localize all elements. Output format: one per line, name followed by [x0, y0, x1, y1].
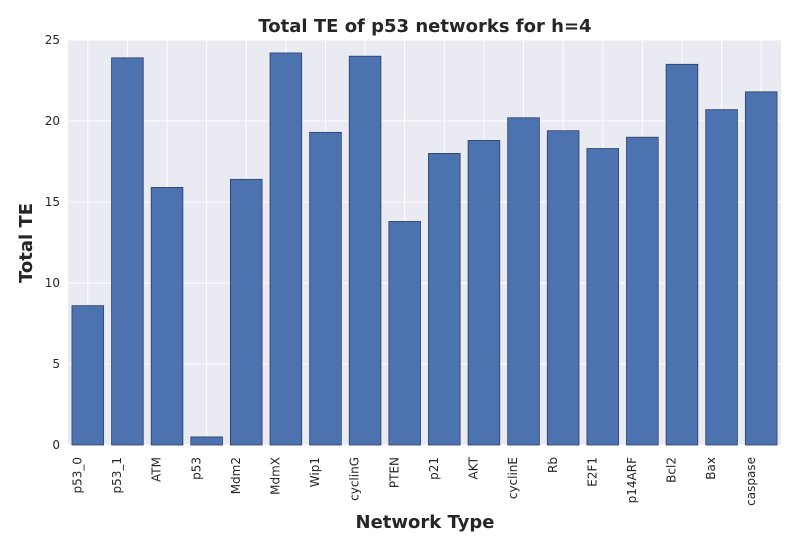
x-tick-label: Bax	[704, 457, 718, 480]
x-tick-label: p14ARF	[625, 457, 639, 503]
bar-p21	[428, 152, 461, 446]
x-tick-label: Mdm2	[229, 457, 243, 494]
bar-Wip1	[309, 131, 342, 446]
bar-MdmX	[269, 52, 303, 446]
x-tick-label: p53_1	[110, 457, 124, 494]
bar-Bcl2	[665, 63, 699, 446]
bar-caspase	[744, 91, 778, 446]
bar-p14ARF	[626, 136, 659, 446]
x-tick-label: AKT	[467, 456, 481, 479]
bar-ATM	[150, 187, 184, 446]
bar-p53	[190, 436, 223, 446]
x-tick-label: Rb	[546, 457, 560, 473]
x-tick-label: Wip1	[308, 457, 322, 487]
x-tick-label: p21	[427, 457, 441, 480]
bar-Bax	[705, 109, 738, 446]
bar-Mdm2	[230, 178, 263, 446]
bar-E2F1	[586, 148, 619, 446]
bar-cyclinE	[507, 117, 540, 446]
x-ticks: p53_0 p53_1 ATM p53 Mdm2 MdmX Wip1 cyclinG PTEN p…	[70, 456, 757, 505]
y-tick-label: 10	[45, 276, 60, 290]
y-axis-label: Total TE	[16, 203, 37, 283]
x-tick-label: Bcl2	[665, 457, 679, 483]
x-tick-label: caspase	[744, 457, 758, 506]
bar-PTEN	[388, 221, 421, 446]
bar-cyclinG	[348, 55, 382, 446]
x-tick-label: ATM	[150, 457, 164, 482]
y-tick-label: 15	[45, 195, 60, 209]
y-tick-label: 20	[45, 114, 60, 128]
x-tick-label: p53	[189, 457, 203, 480]
x-tick-label: MdmX	[269, 457, 283, 495]
y-tick-label: 0	[52, 438, 60, 452]
bar-AKT	[467, 140, 501, 446]
bar-p53_1	[111, 57, 144, 446]
plot-background	[68, 40, 781, 445]
x-tick-label: E2F1	[585, 457, 599, 487]
y-tick-label: 25	[45, 33, 60, 47]
x-axis-label: Network Type	[356, 512, 495, 533]
x-tick-label: cyclinG	[348, 457, 362, 501]
bar-Rb	[546, 130, 580, 446]
x-tick-label: p53_0	[70, 457, 84, 494]
chart-title: Total TE of p53 networks for h=4	[258, 16, 591, 37]
bar-p53_0	[71, 305, 105, 446]
x-tick-label: PTEN	[387, 457, 401, 488]
y-ticks: 0 5 10 15 20 25	[45, 33, 60, 452]
bars	[71, 52, 778, 446]
x-tick-label: cyclinE	[506, 457, 520, 499]
y-tick-label: 5	[52, 357, 60, 371]
